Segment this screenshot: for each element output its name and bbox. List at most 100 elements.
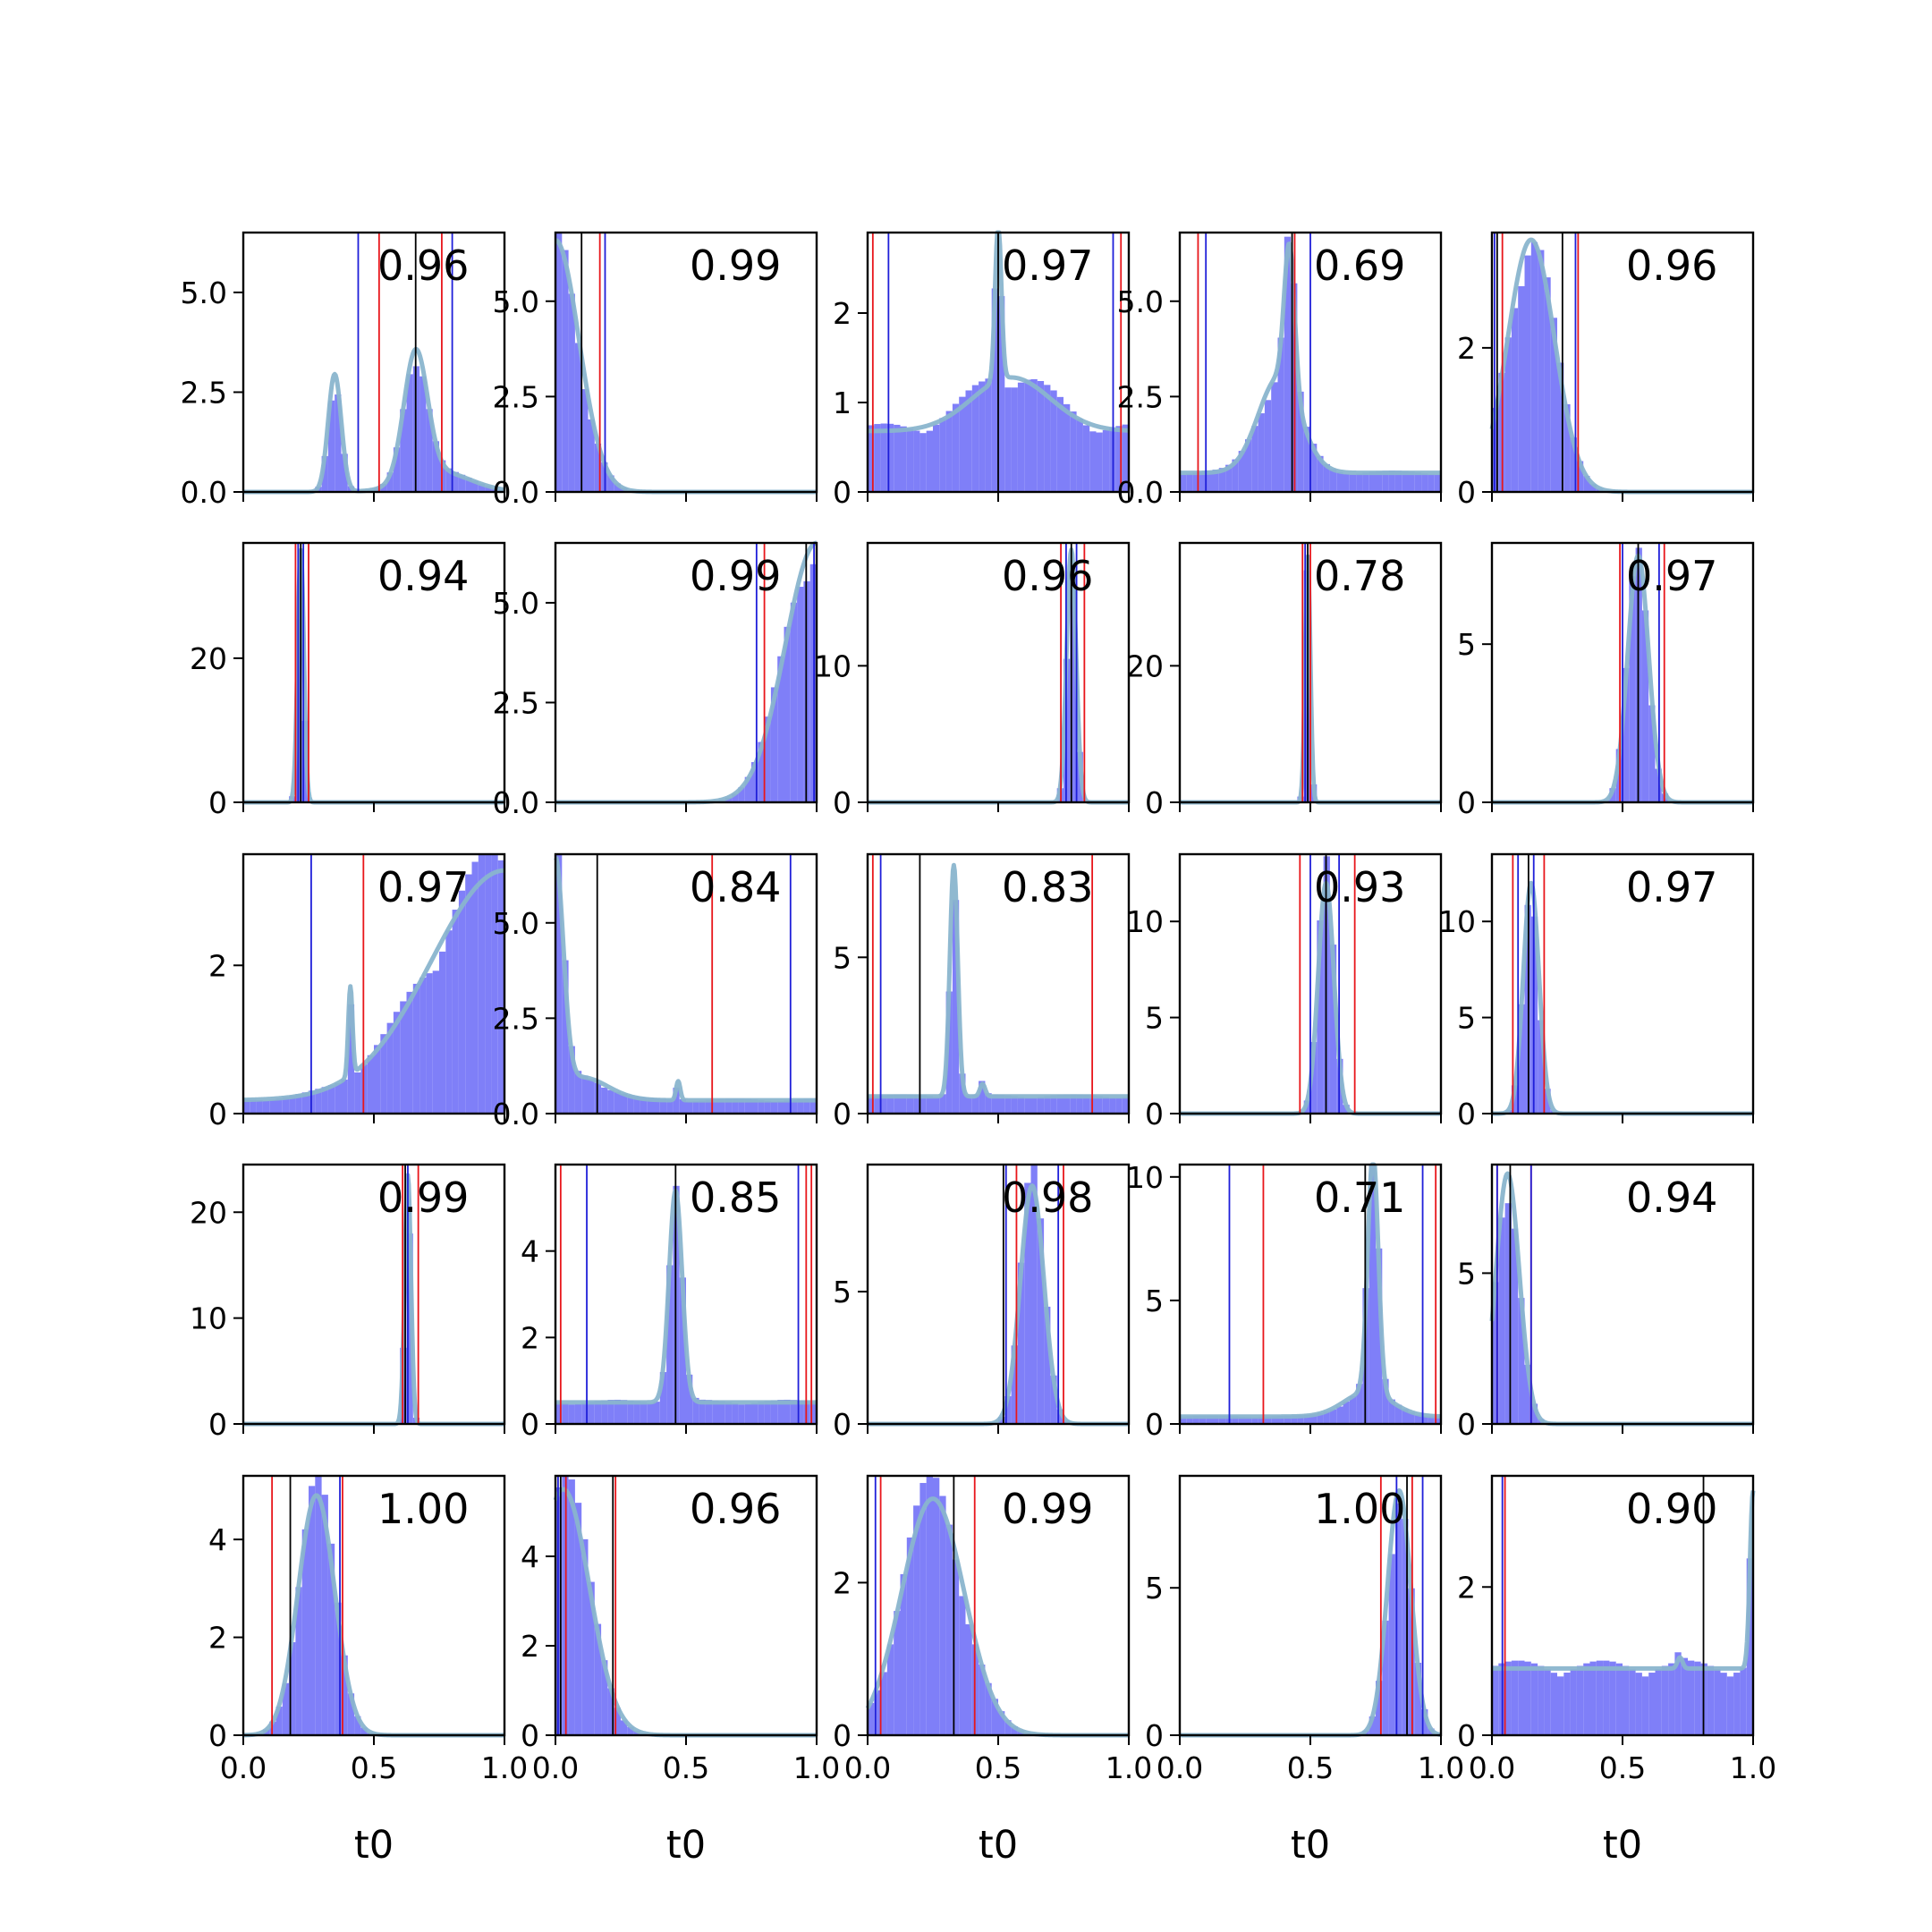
histogram-bar [712,1400,719,1424]
histogram-bar [744,1098,751,1114]
histogram-bar [621,1093,628,1114]
histogram-bar [1109,1097,1116,1114]
histogram-bar [1277,337,1284,492]
histogram-bar [1623,667,1630,802]
panel-11: 020.97 [208,852,506,1131]
panel-16: 0 10 20 0.99 [190,1163,506,1442]
histogram-bar [568,1479,575,1735]
y-tick-label: 10 [190,1301,227,1336]
y-tick-label: 5.0 [493,284,539,319]
histogram-bar [485,854,492,1114]
histogram-bar [952,1559,960,1735]
histogram-bar [758,1402,765,1424]
histogram-bar [1115,426,1123,492]
histogram-bar [594,1401,602,1424]
histogram-bar [692,1397,699,1424]
histogram-bar [614,1707,621,1735]
score-label: 0.97 [1002,242,1093,290]
histogram-bar [933,424,940,492]
histogram-bar [1530,1663,1538,1735]
density-curve [1490,1490,1756,1671]
x-tick-label: 0.0 [220,1750,267,1785]
histogram-bar [979,1080,986,1114]
histogram-bar [1376,470,1383,492]
histogram-bar [627,1095,634,1114]
histogram-bar [412,983,420,1114]
score-label: 0.96 [1002,552,1093,600]
y-tick-label: 4 [521,1539,539,1574]
histogram-bar [262,1100,270,1114]
histogram-bar [386,1022,394,1114]
histogram-bar [354,1716,361,1735]
histogram-bar [250,1099,257,1114]
histogram-bar [933,1478,940,1735]
histogram-bar [588,419,595,492]
histogram-bar [1388,470,1395,492]
histogram-bar [880,423,887,492]
histogram-bar [1056,396,1063,492]
histogram-bar [906,1537,914,1735]
histogram-bar [574,343,582,492]
histogram-bar [1733,1673,1741,1735]
histogram-bar [1096,432,1103,492]
histogram-bar [354,1072,361,1114]
histogram-bar [959,396,966,492]
histogram-bar [1694,1661,1701,1735]
panel-4: 0.0 2.5 5.0 0.69 [1117,231,1443,510]
x-tick-label: 1.0 [1418,1750,1464,1785]
histogram-bar [1329,945,1337,1114]
histogram-bar [1434,474,1441,492]
y-tick-label: 2.5 [493,1001,539,1036]
histogram-bar [758,741,765,802]
y-tick-label: 0 [833,1407,852,1442]
score-label: 0.94 [377,552,469,600]
histogram-bar [471,480,479,492]
histogram-bar [1402,1409,1409,1424]
histogram-bar [327,1085,335,1114]
panel-9: 0 20 0.78 [1126,541,1443,820]
histogram-bar [1504,1203,1512,1424]
histogram-bar [718,1401,725,1424]
histogram-bar [790,1099,798,1114]
histogram-bar [465,478,472,492]
y-tick-label: 0.0 [493,475,539,510]
histogram-bar [633,1401,640,1424]
histogram-bar [945,1524,953,1735]
histogram-bar [1557,362,1564,492]
histogram-bar [764,1401,771,1424]
histogram-bar [452,471,459,492]
y-tick-label: 0 [1457,1407,1476,1442]
histogram-bar [1714,1669,1721,1735]
histogram-bar [452,910,459,1114]
histogram-bar [1245,1417,1252,1424]
histogram-bar [419,376,427,492]
panel-17: 0 2 4 0.85 [521,1163,818,1442]
histogram-bar [797,587,804,802]
histogram-bar [1238,451,1245,492]
histogram-bar [1421,1416,1428,1424]
panel-6: 0 20 0.94 [190,541,506,820]
histogram-bar [971,385,979,492]
histogram-bar [1511,308,1519,492]
histogram-bar [809,1098,817,1114]
x-axis-label: t0 [354,1823,394,1868]
histogram-bar [705,1400,713,1424]
histogram-bar [269,1099,276,1114]
y-tick-label: 0.0 [493,785,539,820]
histogram-bar [894,424,901,492]
histogram-bar [1336,471,1343,492]
histogram-bar [894,1611,901,1735]
histogram-bar [1271,1416,1278,1424]
y-tick-label: 0 [1145,785,1164,820]
y-tick-label: 2.5 [181,375,227,410]
histogram-bar [581,1538,589,1735]
histogram-bar [1544,1669,1551,1735]
histogram-bar [1297,1415,1304,1424]
histogram-bar [640,1097,648,1114]
score-label: 0.99 [690,552,781,600]
histogram-bar [1530,242,1538,492]
histogram-bar [880,1095,887,1114]
histogram-bar [1303,1414,1310,1424]
histogram-bar [965,1623,972,1735]
